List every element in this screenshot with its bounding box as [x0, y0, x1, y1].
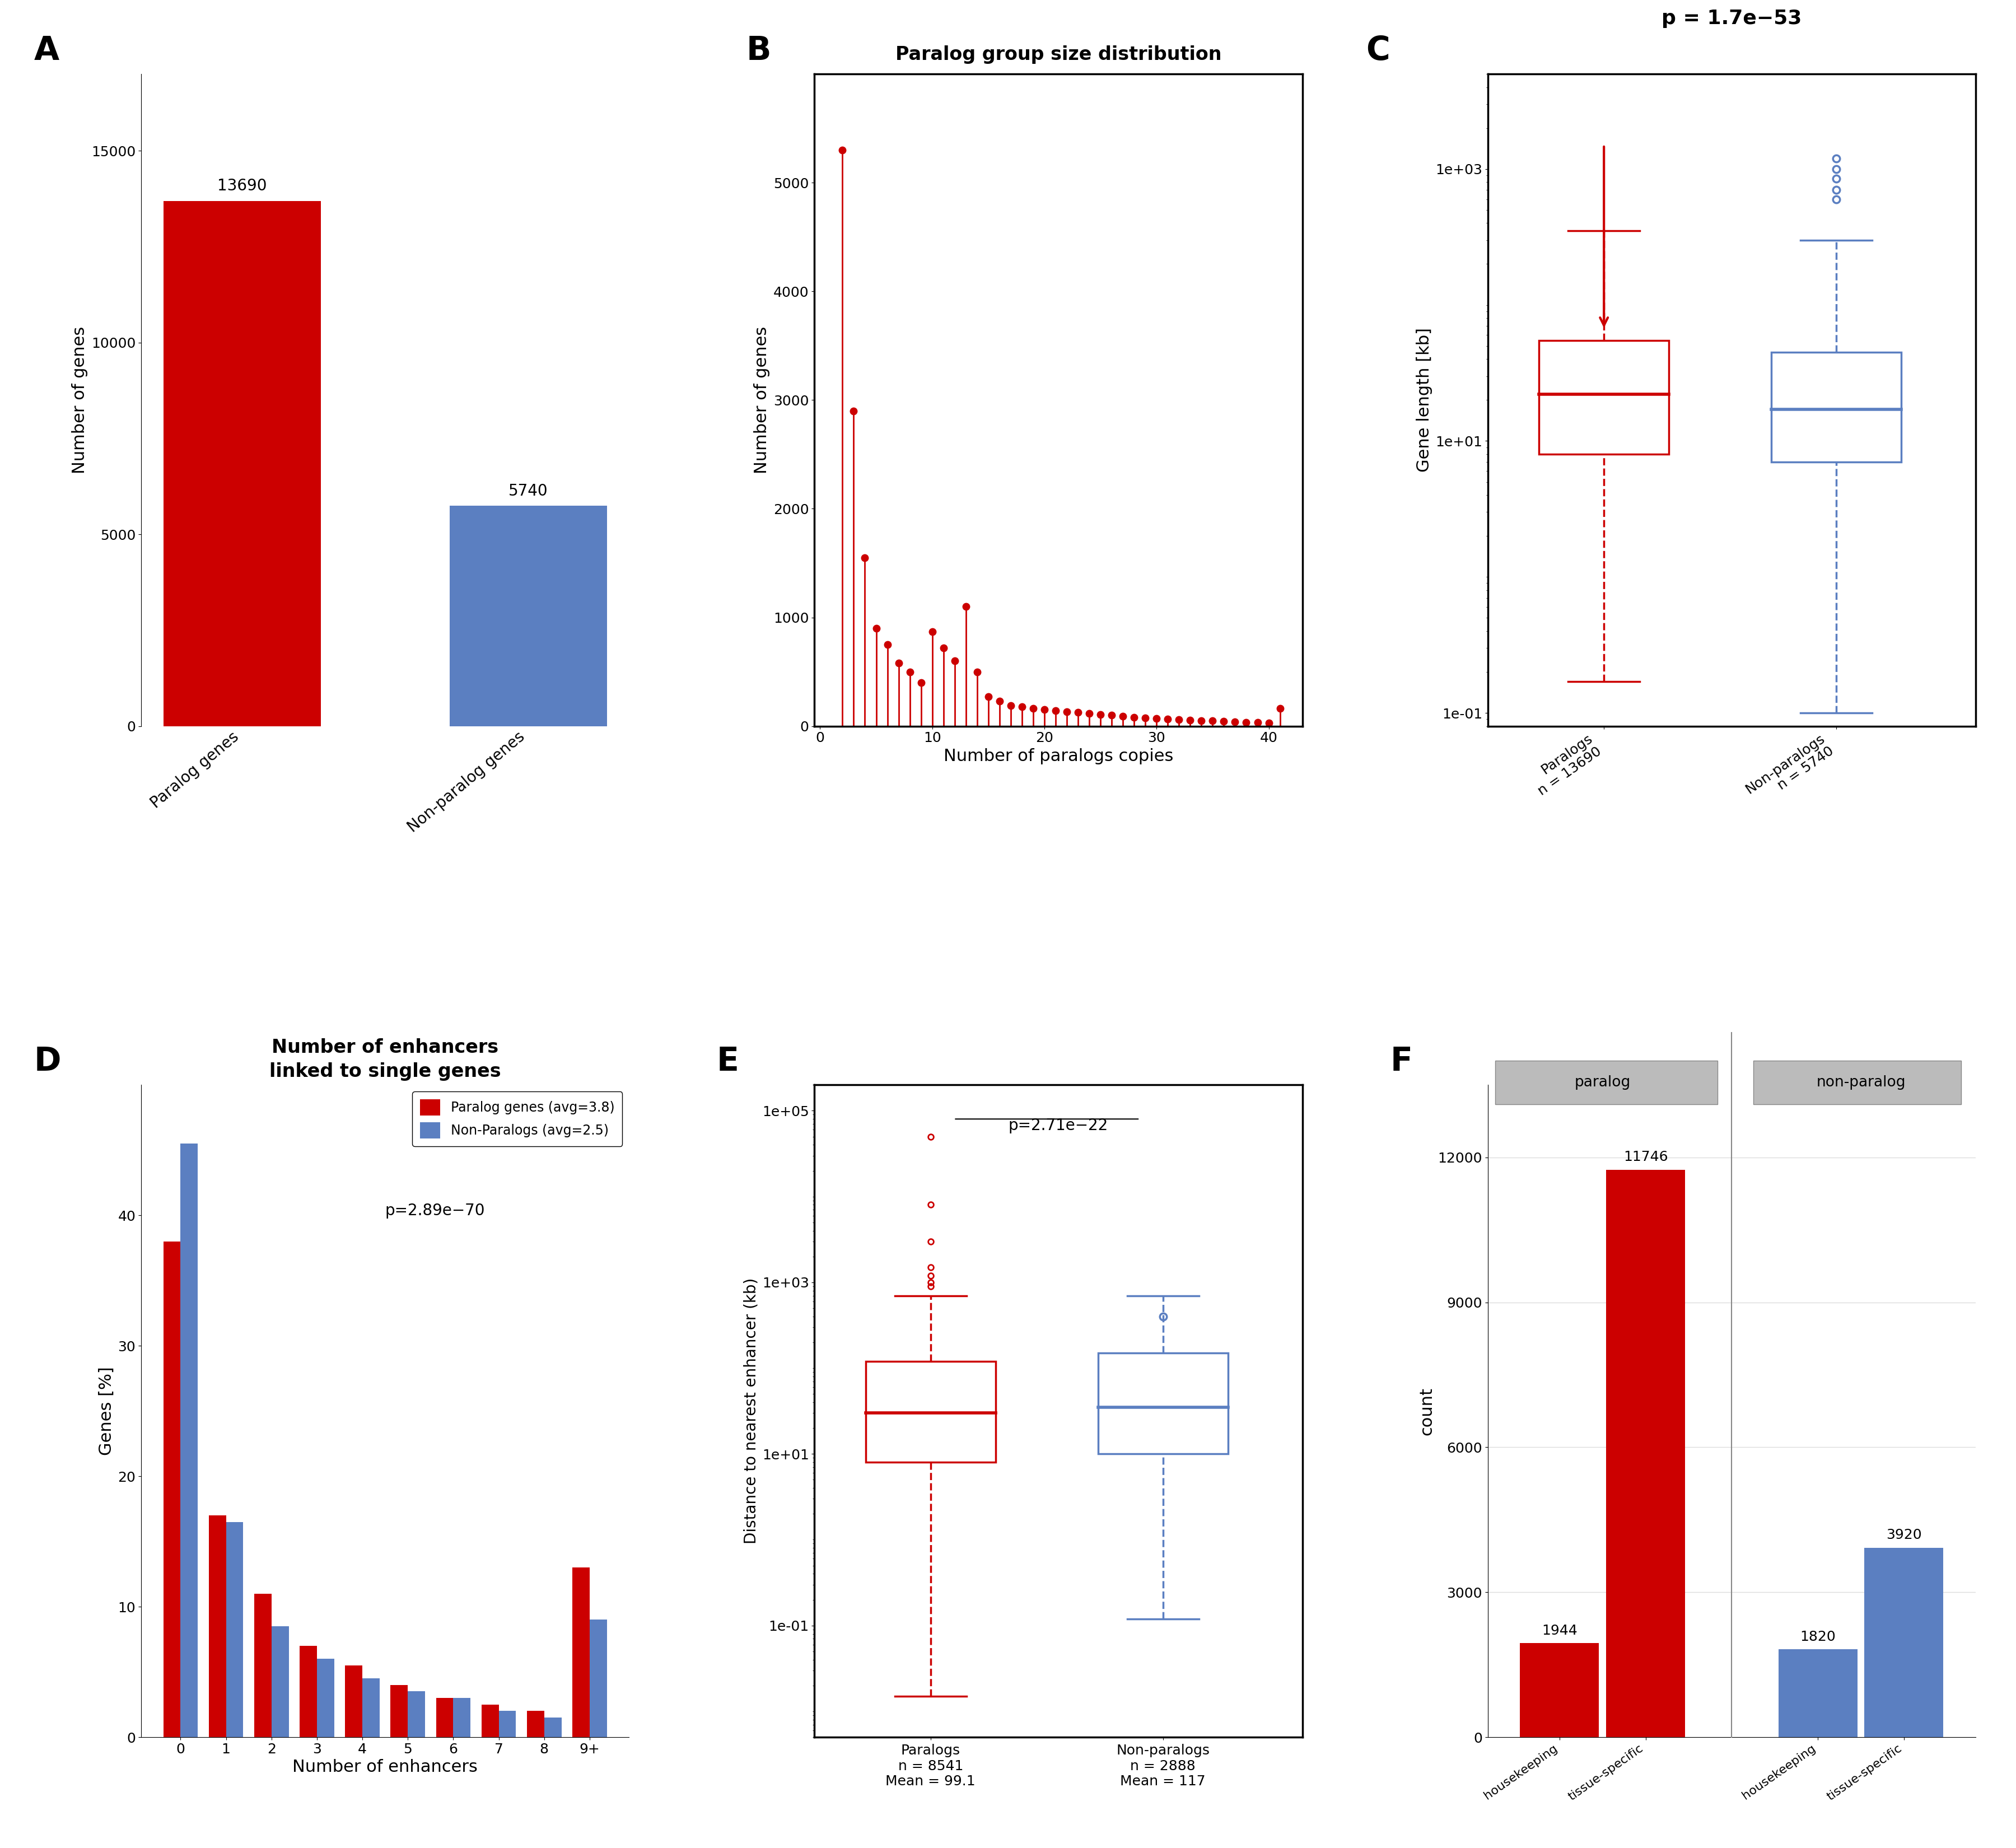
Bar	[450, 506, 607, 726]
Y-axis label: Number of genes: Number of genes	[73, 327, 89, 473]
Bar	[1520, 1643, 1599, 1737]
Bar	[1496, 1061, 1718, 1105]
Y-axis label: Genes [%]: Genes [%]	[99, 1366, 115, 1456]
Bar	[1772, 353, 1901, 462]
Bar	[544, 1717, 560, 1737]
Bar	[363, 1678, 379, 1737]
Bar	[163, 1242, 181, 1737]
Bar	[345, 1665, 363, 1737]
Bar	[272, 1626, 288, 1737]
Bar	[482, 1704, 498, 1737]
Bar	[865, 1362, 996, 1462]
Bar	[526, 1711, 544, 1737]
Text: B: B	[746, 35, 770, 67]
Y-axis label: count: count	[1419, 1386, 1435, 1436]
Bar	[1754, 1061, 1962, 1105]
Bar	[226, 1523, 244, 1737]
Text: C: C	[1365, 35, 1389, 67]
Bar	[1607, 1170, 1685, 1737]
Bar	[317, 1660, 335, 1737]
Y-axis label: Distance to nearest enhancer (kb): Distance to nearest enhancer (kb)	[744, 1279, 758, 1545]
Bar	[181, 1144, 198, 1737]
Title: Number of enhancers
linked to single genes: Number of enhancers linked to single gen…	[270, 1039, 500, 1081]
Bar	[391, 1685, 407, 1737]
Text: A: A	[34, 35, 58, 67]
Bar	[300, 1647, 317, 1737]
Legend: Paralog genes (avg=3.8), Non-Paralogs (avg=2.5): Paralog genes (avg=3.8), Non-Paralogs (a…	[413, 1092, 623, 1146]
Text: 11746: 11746	[1623, 1151, 1667, 1164]
Bar	[573, 1567, 589, 1737]
Bar	[435, 1698, 454, 1737]
Bar	[163, 201, 321, 726]
X-axis label: Number of paralogs copies: Number of paralogs copies	[943, 748, 1173, 765]
Text: 13690: 13690	[218, 177, 266, 194]
Text: 3920: 3920	[1887, 1528, 1921, 1541]
Text: D: D	[34, 1046, 60, 1077]
Title: Paralog group size distribution: Paralog group size distribution	[895, 46, 1222, 65]
Text: p=2.89e−70: p=2.89e−70	[385, 1203, 486, 1218]
Bar	[454, 1698, 470, 1737]
Bar	[254, 1593, 272, 1737]
Bar	[498, 1711, 516, 1737]
X-axis label: Number of enhancers: Number of enhancers	[292, 1759, 478, 1776]
Text: E: E	[718, 1046, 740, 1077]
Bar	[1865, 1549, 1943, 1737]
Bar	[589, 1619, 607, 1737]
Text: 5740: 5740	[508, 484, 548, 499]
Bar	[210, 1515, 226, 1737]
Text: paralog: paralog	[1574, 1076, 1631, 1090]
Text: p=2.71e−22: p=2.71e−22	[1008, 1118, 1109, 1133]
Bar	[407, 1691, 425, 1737]
Text: F: F	[1391, 1046, 1413, 1077]
Text: p = 1.7e−53: p = 1.7e−53	[1661, 9, 1802, 28]
Text: 1820: 1820	[1800, 1630, 1837, 1643]
Bar	[1099, 1353, 1228, 1454]
Bar	[1538, 340, 1669, 455]
Text: 1944: 1944	[1542, 1624, 1577, 1637]
Y-axis label: Number of genes: Number of genes	[754, 327, 770, 473]
Text: non-paralog: non-paralog	[1816, 1076, 1905, 1090]
Y-axis label: Gene length [kb]: Gene length [kb]	[1415, 327, 1431, 473]
Bar	[1778, 1648, 1857, 1737]
